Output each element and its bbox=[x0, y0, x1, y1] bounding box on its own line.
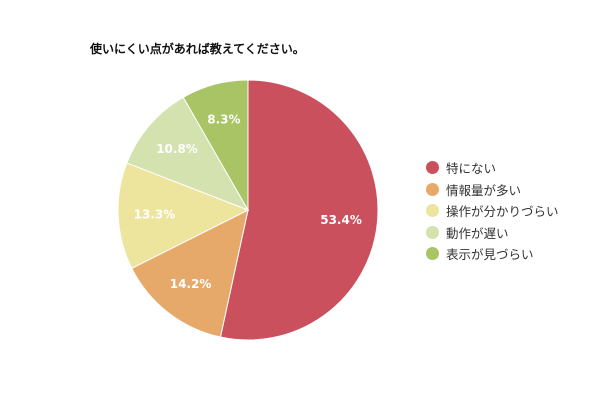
legend-item: 情報量が多い bbox=[426, 179, 559, 201]
legend-swatch bbox=[426, 182, 439, 196]
data-label: 53.4% bbox=[320, 213, 362, 227]
legend-swatch bbox=[426, 225, 439, 239]
pie-slice bbox=[219, 79, 379, 341]
data-label: 14.2% bbox=[170, 277, 212, 291]
data-label: 8.3% bbox=[207, 113, 240, 127]
data-label: 13.3% bbox=[134, 207, 176, 221]
legend-item: 操作が分かりづらい bbox=[426, 200, 559, 222]
pie-slice bbox=[131, 209, 249, 338]
legend-swatch bbox=[426, 247, 439, 261]
legend-swatch bbox=[426, 161, 439, 175]
legend-item: 特にない bbox=[426, 157, 559, 179]
legend-item: 表示が見づらい bbox=[426, 243, 559, 265]
legend: 特にない情報量が多い操作が分かりづらい 動作が遅い表示が見づらい bbox=[426, 157, 559, 265]
legend-label: 情報量が多い bbox=[446, 182, 522, 198]
legend-label: 表示が見づらい bbox=[446, 247, 534, 263]
pie-slice bbox=[182, 79, 249, 212]
data-label: 10.8% bbox=[156, 142, 198, 156]
legend-label: 特にない bbox=[446, 161, 497, 177]
legend-label: 動作が遅い bbox=[446, 225, 509, 241]
chart-title: 使いにくい点があれば教えてください。 bbox=[90, 42, 305, 56]
legend-label: 操作が分かりづらい bbox=[446, 204, 559, 220]
legend-swatch bbox=[426, 204, 439, 218]
legend-item: 動作が遅い bbox=[426, 222, 559, 244]
pie-slice bbox=[117, 162, 250, 269]
pie-slice bbox=[126, 96, 250, 211]
